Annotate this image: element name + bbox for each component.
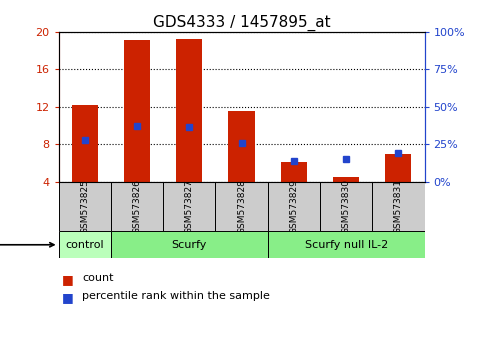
Bar: [111, 231, 268, 258]
Text: GSM573826: GSM573826: [132, 179, 142, 234]
Text: ■: ■: [62, 273, 74, 286]
Text: percentile rank within the sample: percentile rank within the sample: [82, 291, 270, 301]
Bar: [111, 182, 163, 231]
Text: GSM573827: GSM573827: [185, 179, 194, 234]
Bar: [176, 39, 203, 182]
Bar: [281, 162, 307, 182]
Text: ■: ■: [62, 291, 74, 304]
Text: GSM573829: GSM573829: [289, 179, 298, 234]
Text: Scurfy: Scurfy: [172, 240, 207, 250]
Text: count: count: [82, 273, 114, 284]
Bar: [268, 231, 425, 258]
Bar: [228, 111, 255, 182]
Bar: [72, 105, 98, 182]
Text: genotype/variation: genotype/variation: [0, 240, 54, 250]
Bar: [59, 231, 111, 258]
Text: GSM573825: GSM573825: [80, 179, 89, 234]
Bar: [124, 40, 150, 182]
Text: GSM573831: GSM573831: [394, 179, 403, 234]
Bar: [333, 177, 359, 182]
Text: GSM573830: GSM573830: [342, 179, 351, 234]
Bar: [268, 182, 320, 231]
Bar: [163, 182, 215, 231]
Title: GDS4333 / 1457895_at: GDS4333 / 1457895_at: [153, 14, 330, 30]
Bar: [320, 182, 372, 231]
Text: control: control: [65, 240, 104, 250]
Bar: [59, 182, 111, 231]
Text: Scurfy null IL-2: Scurfy null IL-2: [305, 240, 388, 250]
Text: GSM573828: GSM573828: [237, 179, 246, 234]
Bar: [386, 154, 411, 182]
Bar: [215, 182, 268, 231]
Bar: [372, 182, 425, 231]
